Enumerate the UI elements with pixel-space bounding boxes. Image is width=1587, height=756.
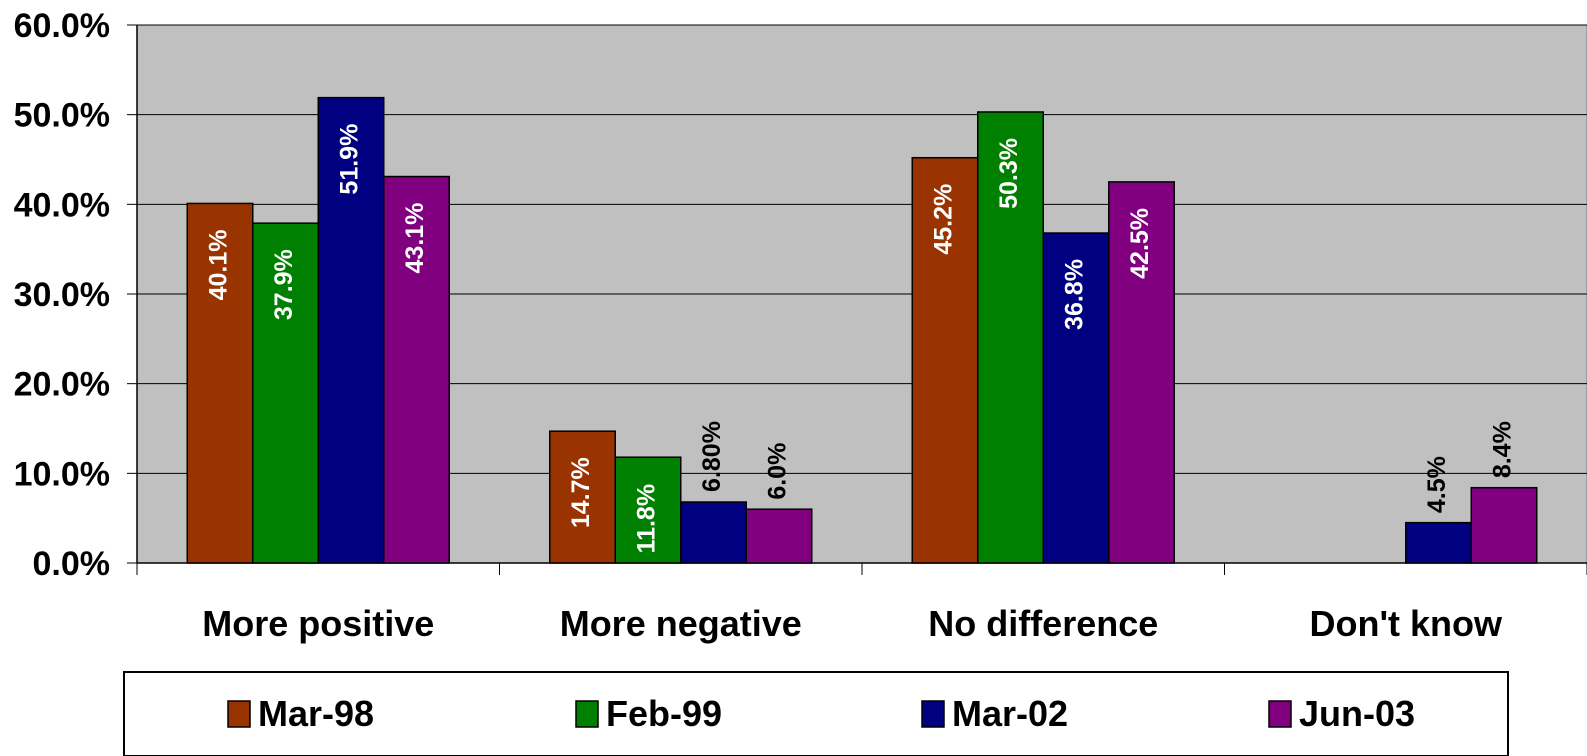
bar-mar-98	[549, 430, 616, 564]
legend-label: Jun-03	[1299, 693, 1415, 734]
legend-swatch	[227, 700, 251, 728]
data-label: 42.5%	[1126, 208, 1154, 279]
data-label: 14.7%	[567, 457, 595, 528]
data-label: 11.8%	[633, 484, 661, 554]
bar-mar-02	[1042, 232, 1110, 564]
bar-feb-99	[252, 222, 319, 564]
legend: Mar-98 Feb-99 Mar-02 Jun-03	[123, 671, 1509, 756]
y-tick-label: 10.0%	[14, 455, 110, 493]
y-tick-label: 30.0%	[14, 276, 110, 314]
data-label: 6.0%	[764, 443, 792, 500]
bar-jun-03	[1108, 181, 1175, 564]
legend-swatch	[921, 700, 945, 728]
data-label: 4.5%	[1423, 456, 1451, 513]
data-label: 6.80%	[698, 421, 726, 492]
x-axis: More positive More negative No difference D…	[136, 562, 1587, 644]
bar-jun-03	[745, 508, 813, 564]
legend-label: Mar-02	[952, 693, 1068, 734]
bar-mar-02	[680, 501, 747, 564]
data-label: 36.8%	[1061, 259, 1089, 330]
y-tick-label: 60.0%	[14, 7, 110, 45]
y-tick-label: 50.0%	[14, 97, 110, 135]
x-category-label: More negative	[560, 603, 802, 644]
legend-label: Feb-99	[606, 693, 722, 734]
bar-feb-99	[977, 111, 1044, 564]
legend-swatch	[1268, 700, 1292, 728]
bar-feb-99	[614, 456, 682, 564]
data-labels: 40.1% 14.7% 45.2% 37.9% 11.8% 50.3% 51.9% 6.80%…	[205, 124, 1517, 554]
y-tick-label: 40.0%	[14, 186, 110, 224]
bars	[186, 96, 1538, 564]
legend-swatch	[575, 700, 599, 728]
data-label: 8.4%	[1489, 421, 1517, 478]
bar-jun-03	[1470, 486, 1538, 564]
bar-jun-03	[383, 175, 450, 564]
y-tick-label: 20.0%	[14, 366, 110, 404]
legend-label: Mar-98	[258, 693, 374, 734]
data-label: 40.1%	[205, 229, 233, 300]
y-tick-label: 0.0%	[33, 545, 111, 583]
x-category-label: More positive	[202, 603, 434, 644]
bar-mar-98	[911, 156, 979, 564]
data-label: 37.9%	[270, 249, 298, 320]
bar-mar-02	[317, 96, 385, 564]
data-label: 50.3%	[995, 138, 1023, 209]
x-category-label: Don't know	[1309, 603, 1503, 644]
data-label: 43.1%	[401, 203, 429, 274]
bar-mar-98	[186, 202, 254, 564]
bar-mar-02	[1405, 521, 1472, 564]
x-category-label: No difference	[928, 603, 1158, 644]
y-axis: 0.0% 10.0% 20.0% 30.0% 40.0% 50.0% 60.0%	[14, 7, 138, 583]
data-label: 51.9%	[336, 124, 364, 195]
data-label: 45.2%	[930, 184, 958, 255]
